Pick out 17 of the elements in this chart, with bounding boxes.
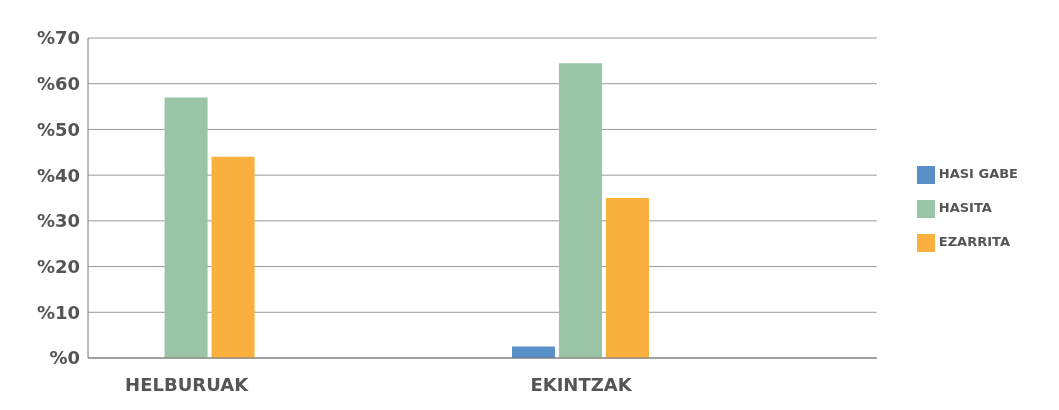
- y-tick-label: %30: [36, 210, 80, 232]
- bar: [605, 198, 649, 358]
- y-tick-label: %70: [36, 27, 80, 49]
- x-tick-label: HELBURUAK: [125, 373, 250, 395]
- y-tick-label: %20: [36, 255, 80, 277]
- y-tick-label: %60: [36, 73, 80, 95]
- legend-label: HASITA: [938, 200, 992, 215]
- bar: [164, 97, 208, 358]
- legend-label: EZARRITA: [938, 234, 1010, 249]
- bar: [211, 156, 255, 358]
- bar: [558, 63, 602, 358]
- x-tick-label: EKINTZAK: [530, 373, 633, 395]
- y-tick-label: %10: [36, 301, 80, 323]
- y-tick-label: %50: [36, 118, 80, 140]
- y-tick-label: %0: [49, 347, 80, 369]
- y-tick-label: %40: [36, 164, 80, 186]
- legend-label: HASI GABE: [938, 166, 1018, 181]
